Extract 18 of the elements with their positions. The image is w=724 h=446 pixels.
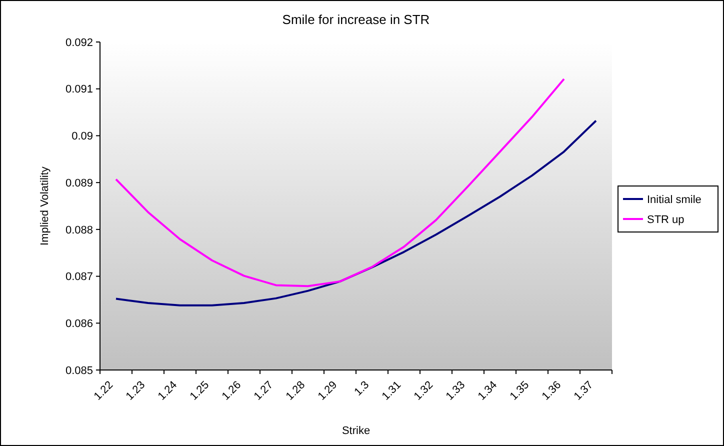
y-tick-label: 0.092 [65,36,93,49]
line-series [115,78,565,288]
y-axis-title: Implied Volatility [39,166,51,246]
y-tick-label: 0.09 [72,130,93,143]
y-tick-label: 0.087 [65,271,93,284]
chart-title: Smile for increase in STR [282,12,430,27]
x-axis-title: Strike [342,425,370,437]
y-tick-label: 0.089 [65,177,93,190]
legend-label: STR up [647,214,684,226]
x-tick-label: 1.31 [380,379,404,403]
y-tick-label: 0.088 [65,224,93,236]
x-tick-label: 1.3 [352,379,372,398]
line-series [115,120,597,306]
y-tick-label: 0.086 [65,318,93,330]
x-tick-label: 1.29 [316,379,340,403]
legend-label: Initial smile [647,194,702,206]
y-tick-label: 0.085 [65,364,93,377]
y-tick-label: 0.091 [65,84,93,96]
